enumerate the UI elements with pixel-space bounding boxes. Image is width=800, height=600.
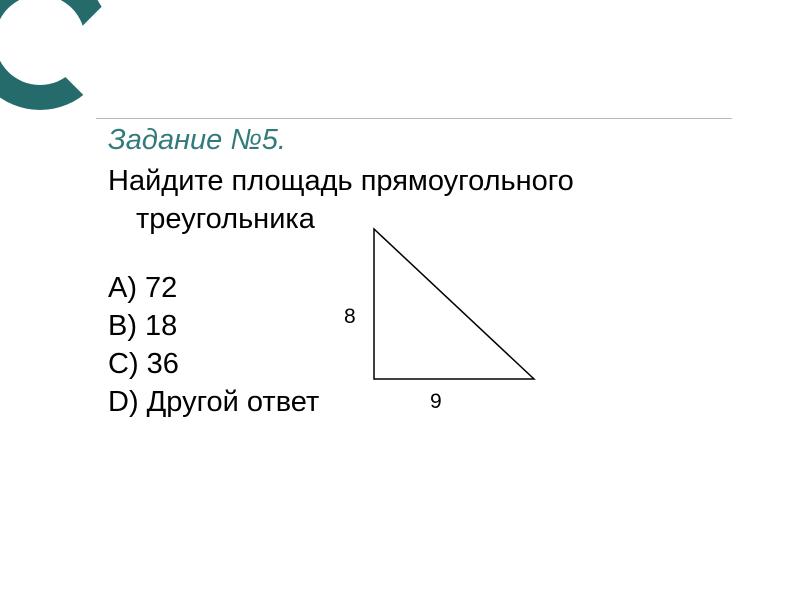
vertical-leg-label: 8 xyxy=(344,305,356,329)
triangle-diagram: 8 9 xyxy=(370,225,570,415)
corner-decoration xyxy=(0,0,120,120)
question-line-1: Найдите площадь прямоугольного xyxy=(108,163,728,201)
triangle-icon xyxy=(370,225,550,395)
title-underline xyxy=(96,118,732,119)
slide-title: Задание №5. xyxy=(108,124,728,157)
horizontal-leg-label: 9 xyxy=(430,390,442,414)
triangle-shape xyxy=(374,229,534,379)
